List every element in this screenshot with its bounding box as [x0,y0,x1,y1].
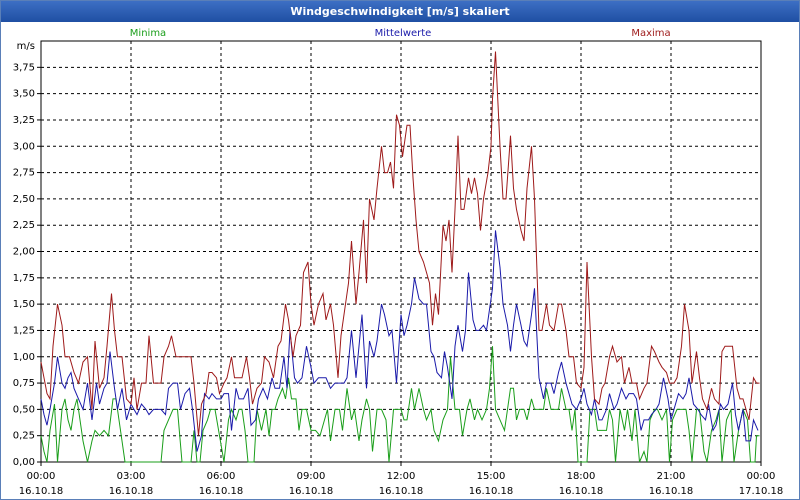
x-tick-date: 16.10.18 [199,486,244,497]
y-tick-label: 2,25 [13,220,35,231]
x-tick-date: 16.10.18 [109,486,154,497]
series-line-maxima [40,51,760,436]
y-tick-label: 0,50 [13,404,35,415]
y-tick-label: 1,25 [13,325,35,336]
y-tick-label: 0,25 [13,431,35,442]
x-tick-date: 16.10.18 [469,486,514,497]
y-tick-label: 1,00 [13,352,35,363]
y-tick-label: 2,50 [13,194,35,205]
window-title: Windgeschwindigkeit [m/s] skaliert [1,1,799,22]
y-tick-label: 3,00 [13,141,35,152]
y-tick-label: 2,75 [13,168,35,179]
x-tick-time: 18:00 [567,471,596,482]
x-tick-date: 16.10.18 [379,486,424,497]
x-tick-date: 16.10.18 [289,486,334,497]
y-axis-label: m/s [17,41,35,52]
legend-entry-maxima: Maxima [631,28,670,39]
wind-speed-chart: 0,00 0,25 0,50 0,75 1,00 1,25 1,50 1,75 2,00 2,25… [13,28,784,497]
legend-entry-minima: Minima [130,28,166,39]
x-tick-date: 16.10.18 [559,486,604,497]
y-tick-label: 0,75 [13,378,35,389]
x-tick-time: 00:00 [747,471,776,482]
x-tick-time: 09:00 [297,471,326,482]
series-line-minima [40,346,760,463]
y-tick-label: 2,00 [13,247,35,258]
x-tick-date: 16.10.18 [19,486,64,497]
series-line-mittelwerte [40,230,759,452]
y-tick-label: 0,00 [13,457,35,468]
x-tick-time: 21:00 [657,471,686,482]
y-tick-label: 1,50 [13,299,35,310]
y-tick-label: 1,75 [13,273,35,284]
x-tick-time: 03:00 [117,471,146,482]
x-tick-date: 17.10.18 [739,486,784,497]
y-tick-label: 3,75 [13,62,35,73]
x-tick-time: 12:00 [387,471,416,482]
x-tick-time: 06:00 [207,471,236,482]
legend-entry-mittelwerte: Mittelwerte [375,28,432,39]
x-tick-time: 15:00 [477,471,506,482]
x-tick-time: 00:00 [27,471,56,482]
y-tick-label: 3,25 [13,115,35,126]
y-tick-label: 3,50 [13,89,35,100]
x-tick-date: 16.10.18 [649,486,694,497]
